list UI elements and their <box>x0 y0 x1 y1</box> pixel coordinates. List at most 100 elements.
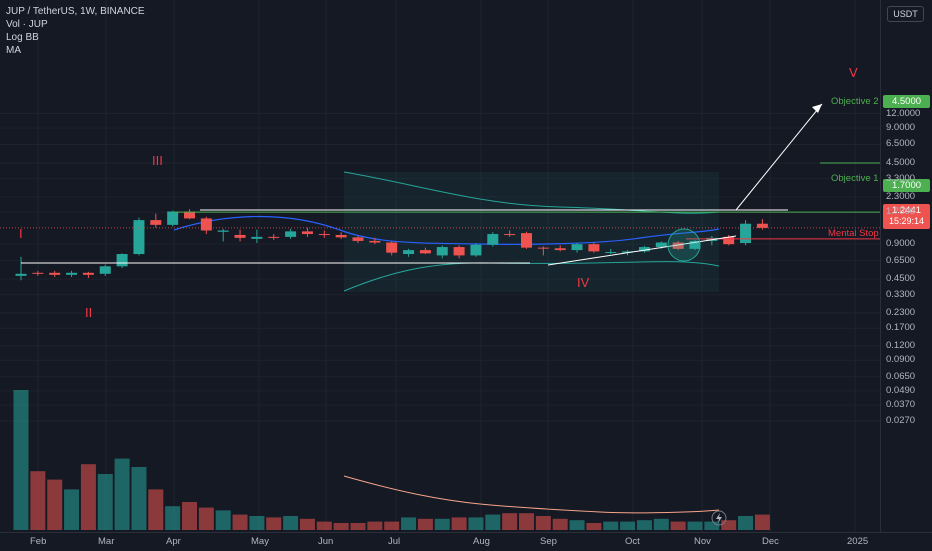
price-tick-label: 0.0370 <box>886 399 916 411</box>
candle-body <box>470 244 482 256</box>
bollinger-upper-line <box>343 171 720 214</box>
volume-bar <box>350 523 366 530</box>
time-tick-label: 2025 <box>847 536 869 547</box>
candle-body <box>419 250 431 254</box>
volume-bar <box>636 520 652 530</box>
price-tick-label: 0.3300 <box>886 288 916 300</box>
candle-body <box>167 211 179 225</box>
volume-bar <box>80 464 96 530</box>
time-axis[interactable] <box>0 532 932 551</box>
candle-body <box>689 240 701 249</box>
volume-bar <box>283 516 299 530</box>
volume-bar <box>249 516 265 530</box>
volume-bar <box>653 518 669 530</box>
price-axis[interactable] <box>880 0 932 532</box>
candle-body <box>335 234 347 238</box>
candle-body <box>403 250 415 255</box>
volume-ma-line <box>343 475 720 514</box>
candle-body <box>251 236 263 239</box>
volume-bar <box>367 521 383 530</box>
candle-body <box>571 244 583 251</box>
volume-bar <box>721 520 737 530</box>
candle-body <box>554 248 566 251</box>
candle-body <box>82 272 94 275</box>
volume-bar <box>704 521 720 530</box>
objective-2-price-tag: 4.5000 <box>883 95 930 108</box>
volume-bar <box>232 514 248 530</box>
volume-bar <box>13 390 29 530</box>
current-price: 1.2441 <box>891 205 922 216</box>
volume-indicator-label[interactable]: Vol · JUP <box>6 19 48 30</box>
chart-area[interactable]: JUP / TetherUS, 1W, BINANCE Vol · JUP Lo… <box>0 0 880 532</box>
volume-bar <box>738 516 754 530</box>
candle-body <box>318 234 330 236</box>
price-tick-label: 6.5000 <box>886 138 916 150</box>
volume-bar <box>569 520 585 530</box>
volume-bar <box>434 518 450 530</box>
candle-body <box>638 247 650 252</box>
volume-bar <box>299 518 315 530</box>
price-tick-label: 12.0000 <box>886 107 921 119</box>
price-chart[interactable] <box>0 0 880 532</box>
volume-bar <box>535 516 551 530</box>
candle-body <box>436 247 448 256</box>
candle-body <box>487 234 499 245</box>
candle-body <box>66 272 78 275</box>
volume-bar <box>64 489 80 530</box>
candle-body <box>234 234 246 238</box>
symbol-title[interactable]: JUP / TetherUS, 1W, BINANCE <box>6 6 145 17</box>
candle-body <box>672 242 684 249</box>
candle-body <box>723 236 735 245</box>
chart-legend: JUP / TetherUS, 1W, BINANCE Vol · JUP Lo… <box>6 5 145 57</box>
objective-1-price-tag: 1.7000 <box>883 179 930 192</box>
volume-bar <box>333 523 349 530</box>
time-tick-label: Dec <box>762 536 779 547</box>
price-tick-label: 0.0270 <box>886 414 916 426</box>
candle-body <box>49 272 61 275</box>
candle-body <box>655 242 667 248</box>
ma-indicator-label[interactable]: MA <box>6 45 21 56</box>
candle-body <box>116 254 128 267</box>
wave-label-i: I <box>19 226 23 241</box>
candle-body <box>184 211 195 219</box>
breakout-circle <box>667 228 701 262</box>
volume-bar <box>670 521 686 530</box>
bollinger-indicator-label[interactable]: Log BB <box>6 32 39 43</box>
candle-body <box>605 252 617 254</box>
candle-body <box>537 247 549 249</box>
candle-body <box>369 240 381 243</box>
time-tick-label: Nov <box>694 536 711 547</box>
candle-body <box>15 273 27 276</box>
candle-body <box>133 220 145 255</box>
volume-bar <box>182 502 197 530</box>
currency-button[interactable]: USDT <box>887 6 924 22</box>
volume-bar <box>485 514 501 530</box>
volume-bar <box>198 507 214 530</box>
wave-label-iv: IV <box>577 275 590 290</box>
candle-body <box>622 251 634 253</box>
candle-body <box>521 233 532 248</box>
price-tick-label: 0.0900 <box>886 354 916 366</box>
volume-bar <box>30 471 46 530</box>
candle-body <box>386 242 398 253</box>
candle-body <box>453 247 465 256</box>
candle-body <box>268 236 280 238</box>
volume-bar <box>451 517 467 530</box>
wave-label-v: V <box>849 65 858 80</box>
candle-body <box>588 244 600 252</box>
volume-bar <box>148 489 164 530</box>
time-tick-label: Jul <box>388 536 401 547</box>
volume-bar <box>114 458 130 530</box>
time-tick-label: Apr <box>166 536 181 547</box>
price-tick-label: 0.0490 <box>886 384 916 396</box>
price-tick-label: 0.1700 <box>886 322 916 334</box>
candle-body <box>32 272 44 274</box>
volume-bar <box>384 521 400 530</box>
candle-body <box>756 223 768 228</box>
bar-countdown: 15:29:14 <box>888 216 925 226</box>
volume-bar <box>552 518 568 530</box>
volume-bar <box>620 521 636 530</box>
bollinger-lower-line <box>343 261 720 292</box>
volume-bar <box>401 517 417 530</box>
volume-bar <box>519 513 534 530</box>
